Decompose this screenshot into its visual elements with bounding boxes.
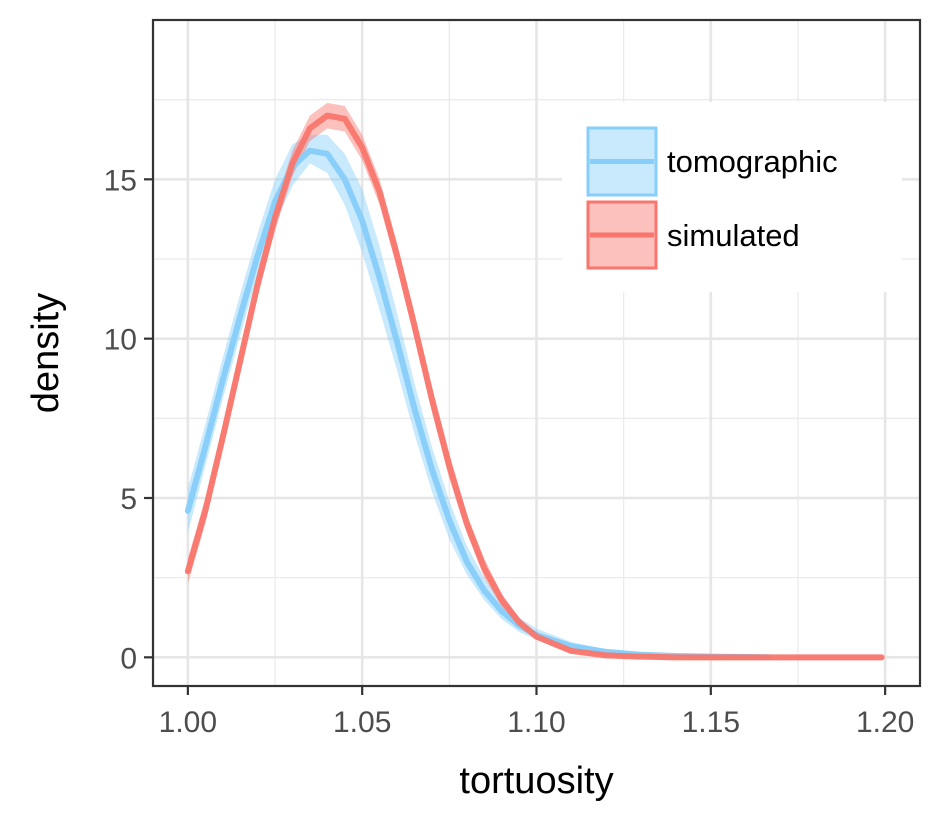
legend-background [562,102,902,292]
y-axis-title: density [25,293,67,413]
y-tick-label: 0 [120,642,137,675]
legend-item-tomographic: tomographic [586,126,838,197]
x-axis-title: tortuosity [459,760,613,802]
legend-item-simulated: simulated [586,200,800,270]
legend-label-tomographic: tomographic [667,144,838,179]
x-tick-label: 1.10 [507,706,565,739]
legend-label-simulated: simulated [667,218,800,253]
series-layer [184,102,885,661]
x-tick-label: 1.15 [682,706,740,739]
y-tick-label: 5 [120,483,137,516]
y-tick-label: 10 [104,324,137,357]
x-tick-label: 1.05 [333,706,391,739]
x-tick-label: 1.20 [856,706,914,739]
x-tick-label: 1.00 [159,706,217,739]
y-tick-label: 15 [104,164,137,197]
line-simulated [184,112,885,661]
legend: tomographic simulated [562,102,902,292]
axes: 1.00 1.05 1.10 1.15 1.20 0 5 10 15 [104,164,915,739]
